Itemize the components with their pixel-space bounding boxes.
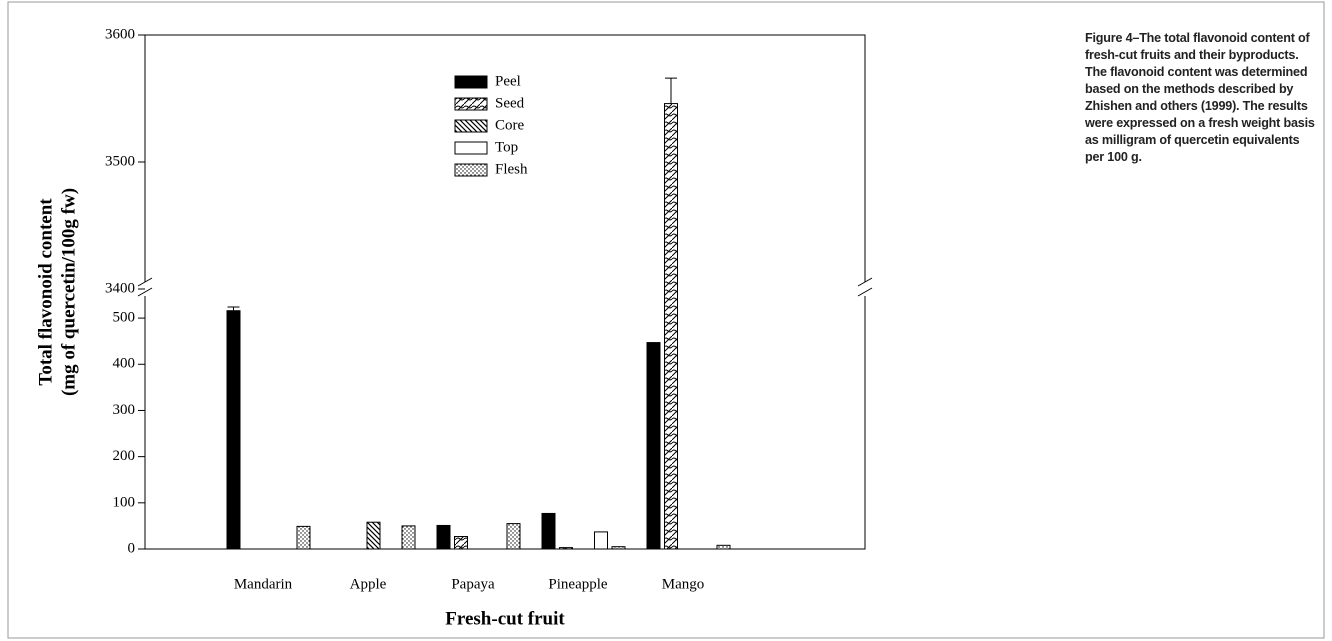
y-tick-label: 500 [113,310,136,326]
legend-label: Core [495,117,525,133]
bar [664,103,678,550]
legend-label: Flesh [495,161,528,177]
x-tick-label: Mandarin [234,576,293,592]
legend-label: Top [495,139,518,155]
legend-swatch [454,119,488,133]
x-tick-label: Papaya [451,576,495,592]
legend-label: Peel [495,73,521,89]
error-bar [665,77,677,104]
bar [541,512,556,550]
figure-border [7,1,1325,639]
x-axis-label: Fresh-cut fruit [445,608,565,629]
legend-label: Seed [495,95,525,111]
y-axis-label: Total flavonoid content [35,198,56,386]
bar [366,521,381,550]
y-tick-label: 3600 [105,26,135,42]
caption: Figure 4–The total flavonoid content of … [1085,31,1315,164]
legend-swatch [454,97,488,111]
legend-swatch [454,163,488,177]
bar [506,523,521,550]
y-tick-label: 200 [113,448,136,464]
y-tick-label: 3500 [105,153,135,169]
y-tick-label: 0 [128,540,136,556]
error-bar [227,306,240,311]
bar [611,546,626,550]
bar [226,310,241,550]
bar [594,531,608,550]
y-tick-label: 3400 [105,280,135,296]
x-tick-label: Mango [662,576,705,592]
bar [646,342,661,550]
axis-break [137,277,153,297]
bar [436,524,451,550]
legend-swatch [454,141,488,155]
bar [716,544,731,550]
y-tick-label: 100 [113,494,136,510]
y-tick-label: 300 [113,402,136,418]
axis-frame [144,34,866,550]
legend-swatch [454,75,488,89]
axis-break [857,277,873,297]
x-tick-label: Apple [350,576,387,592]
bar [454,536,468,550]
x-tick-label: Pineapple [548,576,607,592]
bar [296,525,311,550]
y-tick-label: 400 [113,356,136,372]
bar [401,525,416,550]
bar [559,547,573,550]
y-axis-label: (mg of quercetin/100g fw) [58,188,79,396]
